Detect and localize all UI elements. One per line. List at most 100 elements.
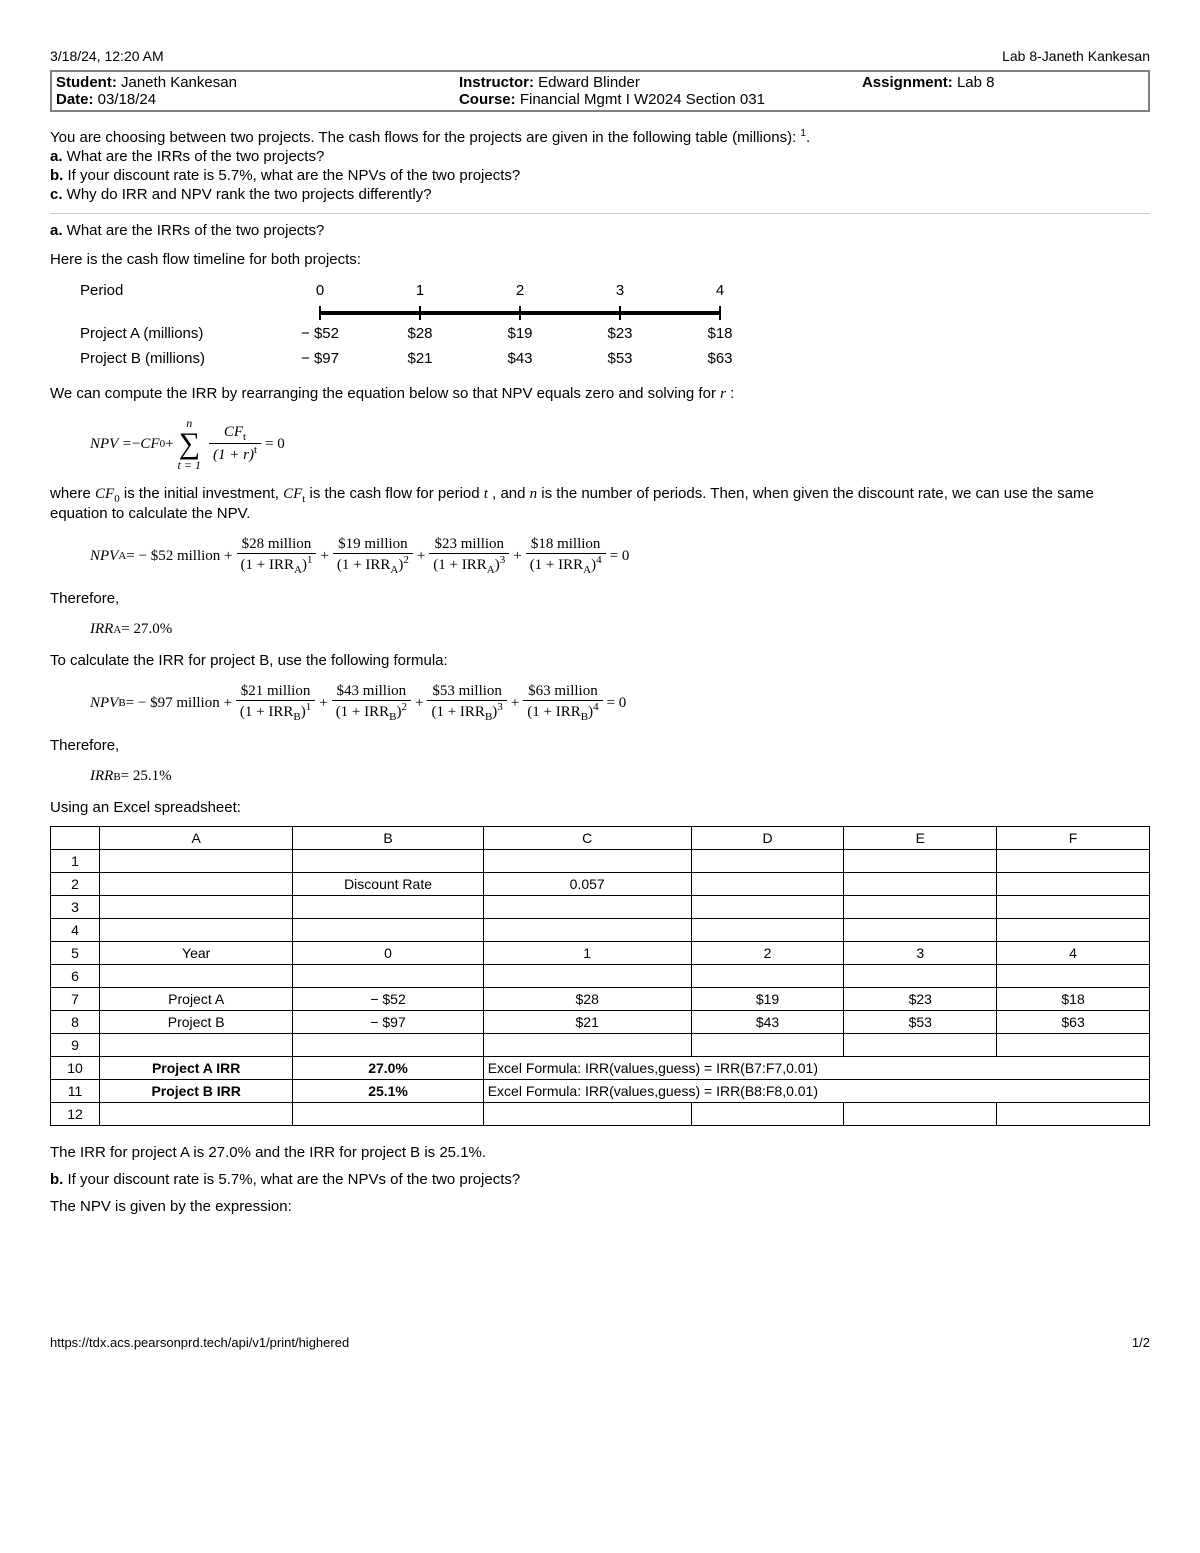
fa-p4: 4 [596, 554, 602, 566]
cell [293, 1034, 483, 1057]
row-number: 12 [51, 1103, 100, 1126]
cell: − $97 [293, 1011, 483, 1034]
cell: 3 [844, 942, 997, 965]
row-number: 4 [51, 919, 100, 942]
fb-p4: 4 [593, 701, 599, 713]
fb-p3: 3 [497, 701, 503, 713]
cell [483, 1034, 691, 1057]
cell [293, 919, 483, 942]
fa-lhs: NPV [90, 548, 118, 565]
fa-d3s: A [487, 564, 495, 576]
cell [691, 896, 844, 919]
row-number: 11 [51, 1080, 100, 1103]
cell [691, 873, 844, 896]
cell [844, 1103, 997, 1126]
fb-d4s: B [581, 711, 588, 723]
therefore-b: Therefore, [50, 737, 1150, 754]
cell [483, 850, 691, 873]
proj-b-0: − $97 [270, 346, 370, 371]
fa-p1: 1 [307, 554, 313, 566]
fa-eq0: = 0 [610, 548, 630, 565]
cell: $19 [691, 988, 844, 1011]
fa-pl2: + [417, 548, 425, 565]
cell [100, 873, 293, 896]
instructor-name: Edward Blinder [534, 74, 640, 91]
print-datetime: 3/18/24, 12:20 AM [50, 48, 164, 64]
table-row: 10Project A IRR27.0%Excel Formula: IRR(v… [51, 1057, 1150, 1080]
page-footer: https://tdx.acs.pearsonprd.tech/api/v1/p… [50, 1335, 1150, 1350]
cell [997, 850, 1150, 873]
cell: $43 [691, 1011, 844, 1034]
part-a-label: a. [50, 222, 63, 239]
cell [293, 965, 483, 988]
f-frac: CFt (1 + r)t [209, 424, 261, 464]
ss-col-e: E [844, 827, 997, 850]
assignment-label: Assignment: [862, 74, 953, 91]
period-label: Period [80, 278, 270, 303]
sum-lower: t = 1 [178, 459, 201, 471]
cell [293, 896, 483, 919]
cell [100, 919, 293, 942]
period-2: 2 [470, 278, 570, 303]
excel-spreadsheet: A B C D E F 12Discount Rate0.057345Year0… [50, 826, 1150, 1126]
footer-page: 1/2 [1132, 1335, 1150, 1350]
cell [844, 1034, 997, 1057]
f-den-sup: t [254, 444, 257, 456]
cell [100, 965, 293, 988]
w-cft: CF [283, 486, 302, 502]
fb-f3n: $53 million [428, 683, 506, 700]
excel-intro: Using an Excel spreadsheet: [50, 799, 1150, 816]
cell [100, 1034, 293, 1057]
cell: 2 [691, 942, 844, 965]
cell [997, 1034, 1150, 1057]
proj-a-3: $23 [570, 321, 670, 346]
proj-a-2: $19 [470, 321, 570, 346]
ss-col-a: A [100, 827, 293, 850]
row-number: 1 [51, 850, 100, 873]
q-c-label: c. [50, 186, 63, 203]
cell [691, 1103, 844, 1126]
fa-pl3: + [513, 548, 521, 565]
ss-header-row: A B C D E F [51, 827, 1150, 850]
cell [844, 965, 997, 988]
cell-merged: Excel Formula: IRR(values,guess) = IRR(B… [483, 1080, 1149, 1103]
footer-url: https://tdx.acs.pearsonprd.tech/api/v1/p… [50, 1335, 349, 1350]
cell: Year [100, 942, 293, 965]
course-name: Financial Mgmt I W2024 Section 031 [516, 91, 765, 108]
cell-merged: Excel Formula: IRR(values,guess) = IRR(B… [483, 1057, 1149, 1080]
table-row: 3 [51, 896, 1150, 919]
fb-eq: = − $97 million + [126, 695, 232, 712]
irra-lhs: IRR [90, 621, 113, 638]
cell [691, 850, 844, 873]
table-row: 2Discount Rate0.057 [51, 873, 1150, 896]
cell [691, 1034, 844, 1057]
fa-pl1: + [320, 548, 328, 565]
fb-p2: 2 [402, 701, 408, 713]
q-a-text: What are the IRRs of the two projects? [63, 148, 325, 165]
cell: 0.057 [483, 873, 691, 896]
cell [293, 850, 483, 873]
ss-col-c: C [483, 827, 691, 850]
fa-d2p: (1 + IRR [337, 557, 390, 573]
ss-col-d: D [691, 827, 844, 850]
cell: Project A [100, 988, 293, 1011]
cell: 27.0% [293, 1057, 483, 1080]
f-num-sub: t [243, 431, 246, 443]
table-row: 9 [51, 1034, 1150, 1057]
cell [100, 1103, 293, 1126]
date-label: Date: [56, 91, 94, 108]
cell [483, 896, 691, 919]
ss-col-f: F [997, 827, 1150, 850]
student-name: Janeth Kankesan [117, 74, 237, 91]
doc-title: Lab 8-Janeth Kankesan [1002, 48, 1150, 64]
row-number: 7 [51, 988, 100, 1011]
f-den-pre: (1 + r) [213, 447, 254, 463]
fa-d1p: (1 + IRR [241, 557, 294, 573]
q-b-label: b. [50, 167, 63, 184]
cell: Project A IRR [100, 1057, 293, 1080]
table-row: 6 [51, 965, 1150, 988]
irr-summary: The IRR for project A is 27.0% and the I… [50, 1144, 1150, 1161]
info-col-3: Assignment: Lab 8 [862, 74, 1144, 108]
where-clause: where CF0 is the initial investment, CFt… [50, 485, 1150, 522]
fa-p2: 2 [403, 554, 409, 566]
